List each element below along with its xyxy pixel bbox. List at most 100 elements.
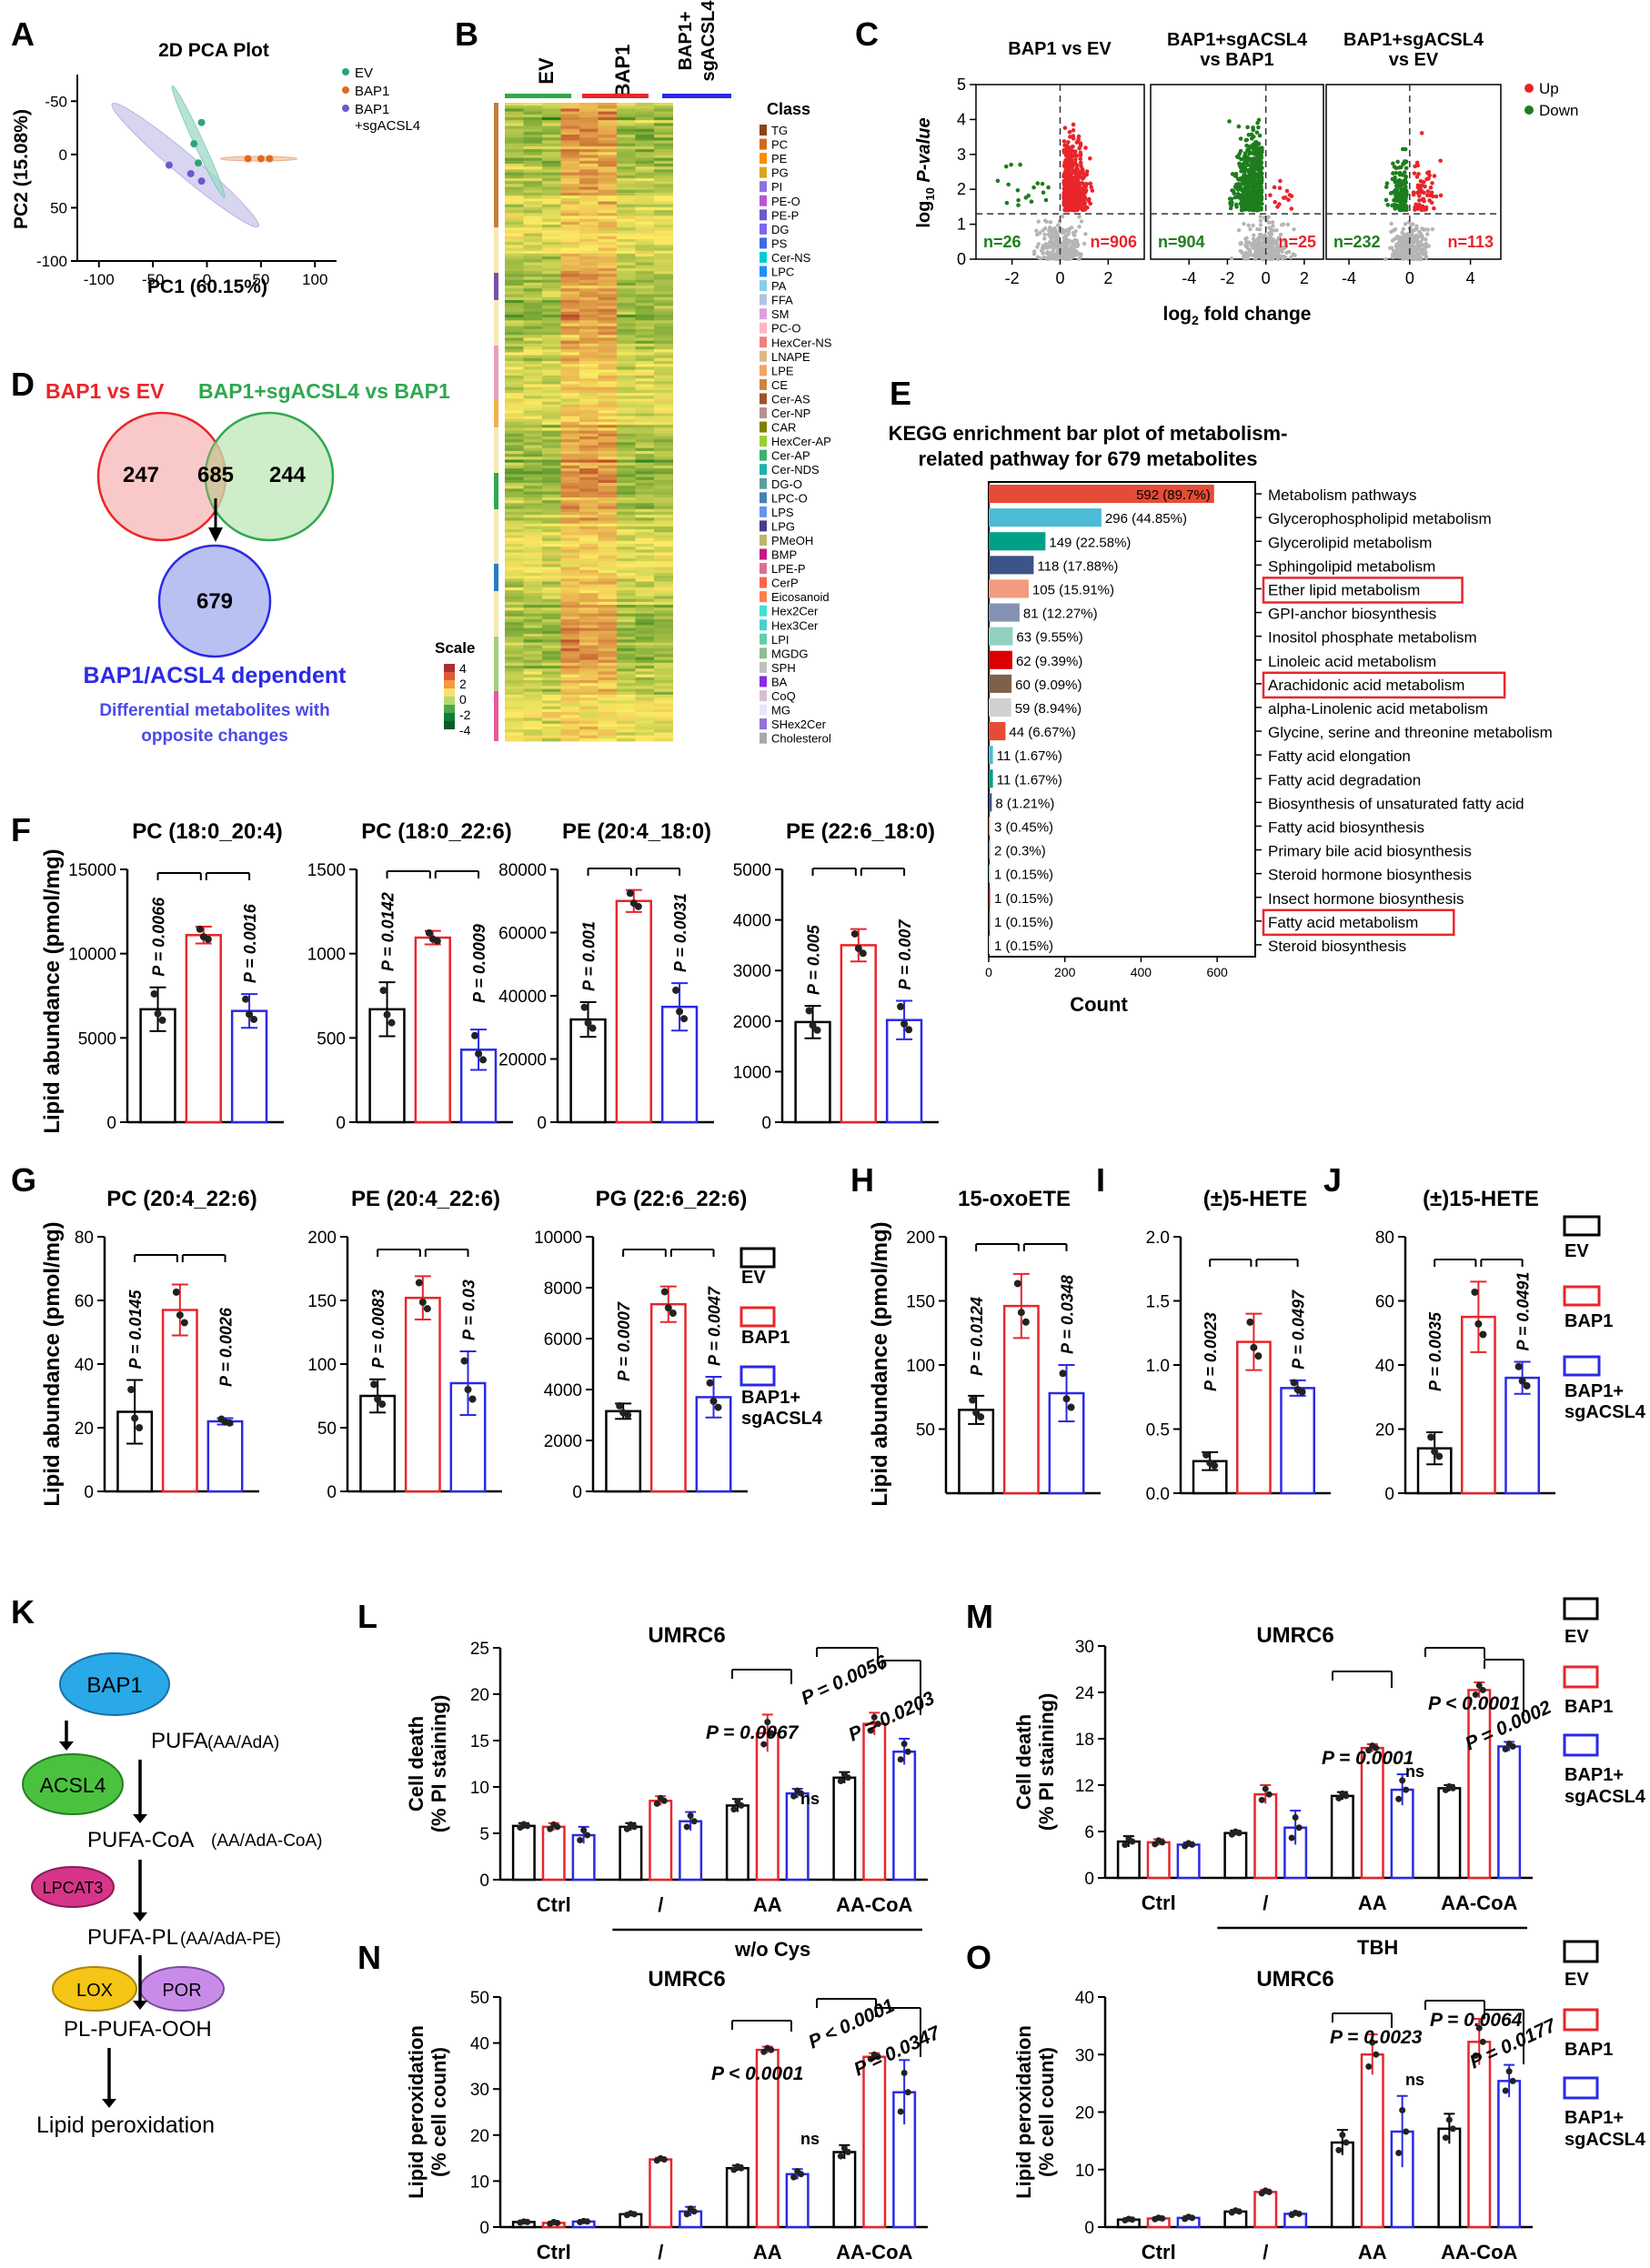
heatmap-cell <box>560 647 580 652</box>
volcano-point-ns <box>1049 234 1054 238</box>
volcano-point-down <box>1244 137 1250 143</box>
heatmap-cell <box>635 225 655 228</box>
heatmap-cell <box>505 427 524 431</box>
heatmap-cell <box>617 135 636 138</box>
heatmap-cell <box>505 186 524 191</box>
data-point <box>423 1305 431 1313</box>
bar-y-tick-label: 500 <box>317 1029 346 1049</box>
heatmap-cell <box>635 389 655 394</box>
data-point <box>897 1756 904 1763</box>
heatmap-cell <box>560 668 580 672</box>
heatmap-cell <box>598 369 618 374</box>
heatmap-cell <box>579 535 599 539</box>
heatmap-cell <box>635 479 655 484</box>
heatmap-cell <box>654 332 673 336</box>
heatmap-cell <box>617 732 636 737</box>
heatmap-cell <box>523 323 543 327</box>
data-point <box>897 1002 905 1010</box>
heatmap-cell <box>579 227 599 231</box>
heatmap-cell <box>505 555 524 559</box>
heatmap-cell <box>635 175 655 179</box>
heatmap-cell <box>617 457 636 460</box>
heatmap-cell <box>654 210 673 214</box>
heatmap-cell <box>542 500 561 504</box>
heatmap-cell <box>523 645 543 649</box>
bar-y-tick-label: 15000 <box>68 861 116 880</box>
heatmap-cell <box>505 366 524 370</box>
heatmap-cell <box>598 552 618 557</box>
volcano-point-ns <box>1404 232 1409 236</box>
volcano-point-ns <box>1284 250 1289 256</box>
heatmap-cell <box>560 123 580 126</box>
heatmap-cell <box>560 671 580 676</box>
heatmap-cell <box>579 486 599 489</box>
heatmap-cell <box>579 413 599 417</box>
heatmap-bar-sg <box>662 94 731 98</box>
volcano-point-ns <box>1243 256 1247 261</box>
heatmap-cell <box>542 201 561 206</box>
heatmap-cell <box>635 123 655 126</box>
heatmap-cell <box>598 335 618 338</box>
volcano-point-down <box>1401 161 1405 166</box>
volcano-point-down <box>1259 176 1264 182</box>
heatmap-cell <box>654 135 673 138</box>
heatmap-cell <box>654 576 673 579</box>
heatmap-cell <box>505 515 524 518</box>
heatmap-cell <box>505 605 524 608</box>
heatmap-cell <box>542 256 561 260</box>
class-swatch <box>760 280 767 292</box>
heatmap-cell <box>654 360 673 365</box>
heatmap-cell <box>635 166 655 170</box>
panel-letters: A B CD EFG H I JK L MN O <box>11 15 1342 1976</box>
data-point <box>653 1800 660 1807</box>
heatmap-cell <box>654 181 673 185</box>
heatmap-cell <box>579 436 599 440</box>
heatmap-cell <box>560 433 580 437</box>
kegg-bar-label: 105 (15.91%) <box>1032 582 1114 597</box>
heatmap-cell <box>617 410 636 414</box>
heatmap-cell <box>560 378 580 382</box>
heatmap-cell <box>523 227 543 231</box>
heatmap-cell <box>579 613 599 617</box>
volcano-point-down <box>1256 125 1261 130</box>
heatmap-cell <box>617 389 636 394</box>
heatmap-cell <box>598 625 618 628</box>
volcano-point-down <box>1250 164 1255 169</box>
heatmap-cell <box>617 610 636 614</box>
heatmap-cell <box>505 738 524 742</box>
heatmap-cell <box>560 596 580 600</box>
heatmap-cell <box>560 576 580 579</box>
volcano-x-tick-label: -4 <box>1182 269 1196 287</box>
volcano-point-up <box>1083 184 1089 189</box>
heatmap-cell <box>598 645 618 649</box>
heatmap-cell <box>617 462 636 467</box>
heatmap-cell <box>560 535 580 539</box>
heatmap-cell <box>560 637 580 640</box>
heatmap-cell <box>635 236 655 240</box>
legend-up: Up <box>1539 80 1559 97</box>
heatmap-cell <box>560 355 580 359</box>
heatmap-cell <box>654 123 673 126</box>
kegg-pathway-label: Insect hormone biosynthesis <box>1268 890 1464 908</box>
heatmap-cell <box>635 674 655 678</box>
pufapl-label: PUFA-PL <box>87 1925 178 1950</box>
volcano-x-tick-label: -2 <box>1005 269 1020 287</box>
heatmap-cell <box>523 654 543 657</box>
heatmap-cell <box>560 169 580 173</box>
heatmap-cell <box>579 691 599 696</box>
heatmap-cells <box>505 103 673 742</box>
volcano-point-down <box>1404 166 1409 171</box>
heatmap-cell <box>579 155 599 159</box>
heatmap-cell <box>598 494 618 498</box>
data-point <box>660 1288 669 1296</box>
heatmap-cell <box>579 265 599 269</box>
heatmap-cell <box>617 642 636 647</box>
heatmap-cell <box>654 535 673 539</box>
pca-point-ev <box>195 159 202 167</box>
data-point <box>687 1812 694 1820</box>
heatmap-cell <box>617 378 636 382</box>
heatmap-cell <box>560 578 580 582</box>
grouped-bar-bap1 <box>541 1825 566 1882</box>
heatmap-cell <box>579 627 599 632</box>
heatmap-cell <box>617 578 636 582</box>
